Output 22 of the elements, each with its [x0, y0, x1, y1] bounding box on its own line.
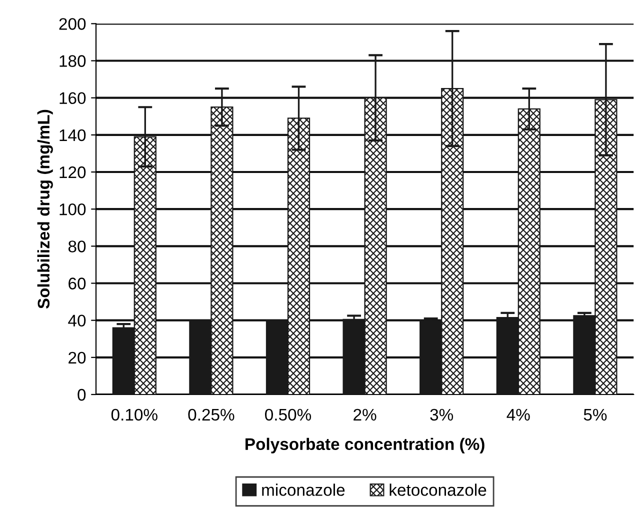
x-tick-label: 0.50%	[265, 408, 312, 421]
x-tick-label: 0.10%	[111, 408, 158, 421]
y-tick-label: 140	[60, 129, 86, 142]
y-tick-label: 160	[60, 92, 86, 104]
y-axis-title: Solubilized drug (mg/mL)	[37, 110, 53, 309]
y-tick-label: 180	[60, 55, 86, 67]
x-tick-label: 2%	[354, 408, 376, 421]
y-tick-label: 20	[68, 352, 86, 364]
x-tick-label: 4%	[506, 408, 530, 421]
x-axis-title: Polysorbate concentration (%)	[246, 438, 484, 454]
y-tick-label: 100	[60, 203, 86, 216]
y-tick-label: 120	[60, 166, 86, 178]
y-tick-label: 60	[68, 278, 86, 290]
x-tick-label: 3%	[430, 408, 454, 421]
y-tick-label: 0	[78, 388, 86, 401]
y-tick-label: 80	[68, 240, 86, 252]
y-tick-label: 40	[68, 314, 86, 327]
y-tick-label: 200	[59, 18, 86, 30]
legend-label: ketoconazole	[390, 484, 486, 496]
legend-label: miconazole	[262, 484, 345, 496]
x-tick-label: 0.25%	[188, 408, 234, 421]
x-tick-label: 5%	[584, 408, 607, 421]
